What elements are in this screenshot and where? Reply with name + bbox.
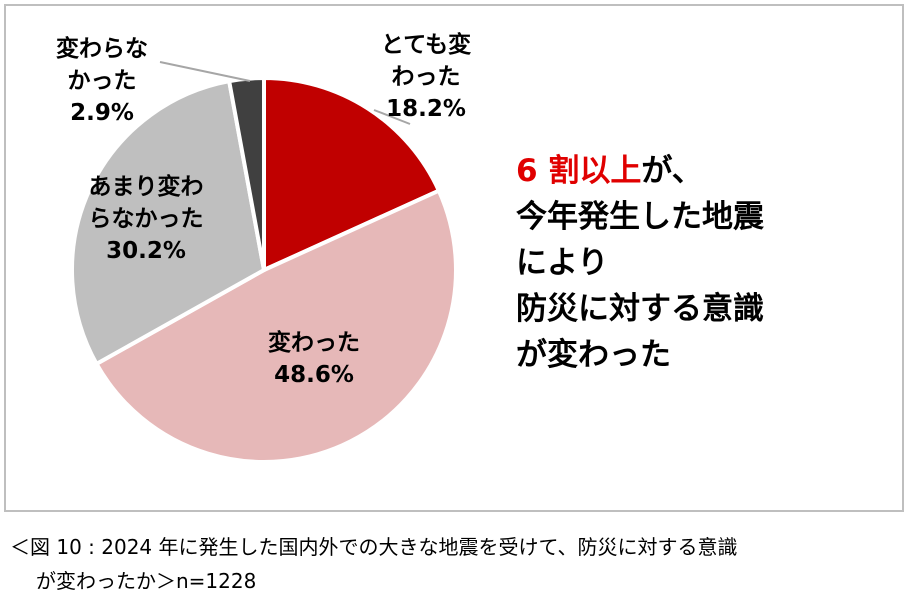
- slice-kawaranakatta-category: 変わらな: [56, 35, 148, 62]
- slice-amari-kawaranakatta-category: あまり変わ: [89, 173, 204, 200]
- slice-kawaranakatta-leader-line: [159, 61, 251, 82]
- chart-frame: とても変わった 18.2% 変わった 48.6% あまり変わらなかった 30.2% 変わらな…: [4, 4, 904, 512]
- caption-line-1: ＜図 10 : 2024 年に発生した国内外での大きな地震を受けて、防災に対する…: [10, 535, 738, 559]
- headline-line-2: 今年発生した地震: [516, 199, 764, 235]
- slice-kawaranakatta-value: 2.9%: [70, 100, 134, 126]
- headline-line-4: 防災に対する意識: [516, 291, 764, 327]
- slice-totemo-kawatta-value: 18.2%: [386, 96, 466, 122]
- slice-amari-kawaranakatta-value: 30.2%: [106, 238, 186, 264]
- headline-line-1-rest: が、: [641, 153, 703, 189]
- caption-line-2: が変わったか＞n=1228: [36, 569, 257, 593]
- slice-amari-kawaranakatta-category: らなかった: [89, 206, 204, 232]
- slice-totemo-kawatta-category: わった: [392, 64, 461, 90]
- slice-kawatta-label: 変わった 48.6%: [268, 329, 360, 388]
- slice-amari-kawaranakatta-label: あまり変わらなかった 30.2%: [89, 173, 204, 264]
- slice-kawatta-category: 変わった: [268, 329, 360, 356]
- slice-totemo-kawatta: [262, 76, 441, 272]
- headline-line-3: により: [516, 245, 609, 281]
- slice-kawatta-value: 48.6%: [274, 362, 354, 388]
- headline-line-5: が変わった: [516, 337, 671, 373]
- slice-kawatta: [94, 188, 458, 464]
- slice-kawaranakatta: [227, 75, 266, 272]
- slice-kawaranakatta-label: 変わらなかった 2.9%: [56, 35, 148, 126]
- figure-caption: ＜図 10 : 2024 年に発生した国内外での大きな地震を受けて、防災に対する…: [10, 530, 738, 598]
- headline-accent: 6 割以上: [516, 153, 642, 189]
- headline: 6 割以上が、 今年発生した地震 により 防災に対する意識 が変わった: [516, 148, 764, 378]
- slice-totemo-kawatta-label: とても変わった 18.2%: [381, 31, 471, 122]
- headline-line-1: 6 割以上が、: [516, 148, 764, 194]
- slice-totemo-kawatta-category: とても変: [381, 31, 471, 58]
- slice-kawaranakatta-category: かった: [68, 68, 137, 94]
- slice-amari-kawaranakatta: [70, 79, 266, 366]
- slice-totemo-kawatta-leader-line: [373, 109, 411, 125]
- pie-chart: とても変わった 18.2% 変わった 48.6% あまり変わらなかった 30.2% 変わらな…: [56, 31, 471, 464]
